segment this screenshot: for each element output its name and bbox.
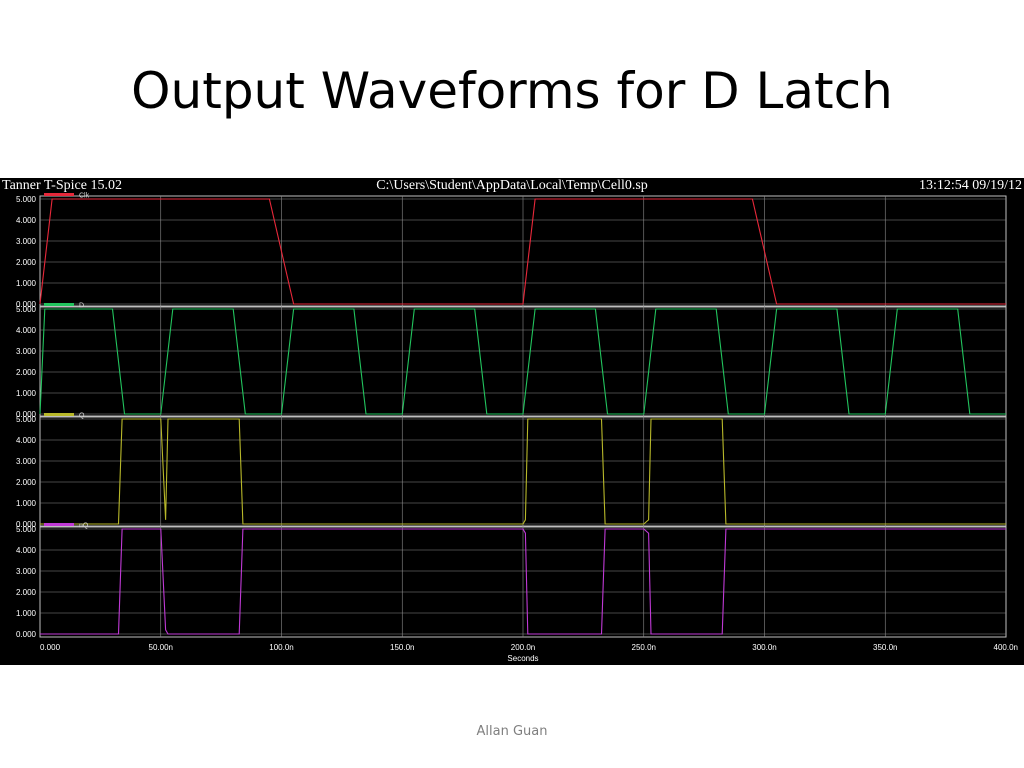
y-tick-label: 0.000 xyxy=(16,630,37,639)
x-tick-label: 400.0n xyxy=(994,643,1018,652)
y-tick-label: 5.000 xyxy=(16,305,37,314)
x-tick-label: 0.000 xyxy=(40,643,61,652)
y-tick-label: 4.000 xyxy=(16,546,37,555)
x-tick-label: 100.0n xyxy=(269,643,293,652)
y-tick-label: 5.000 xyxy=(16,195,37,204)
y-tick-label: 0.000 xyxy=(16,300,37,309)
legend-label-Clk: Clk xyxy=(79,193,90,200)
author-footer: Allan Guan xyxy=(476,724,548,739)
legend-label-Q: Q xyxy=(79,413,85,420)
x-tick-label: 200.0n xyxy=(511,643,535,652)
x-tick-label: 150.0n xyxy=(390,643,414,652)
y-tick-label: 1.000 xyxy=(16,279,37,288)
y-tick-label: 3.000 xyxy=(16,237,37,246)
y-tick-label: 2.000 xyxy=(16,588,37,597)
legend-swatch-nQ xyxy=(44,523,74,526)
y-tick-label: 3.000 xyxy=(16,347,37,356)
y-tick-label: 4.000 xyxy=(16,436,37,445)
y-tick-label: 3.000 xyxy=(16,457,37,466)
y-tick-label: 0.000 xyxy=(16,410,37,419)
y-tick-label: 2.000 xyxy=(16,478,37,487)
series-line-Q xyxy=(40,418,1006,525)
legend-swatch-D xyxy=(44,303,74,306)
y-tick-label: 2.000 xyxy=(16,368,37,377)
app-title: Tanner T-Spice 15.02 xyxy=(2,178,122,193)
y-tick-label: 4.000 xyxy=(16,216,37,225)
timestamp: 13:12:54 09/19/12 xyxy=(918,178,1022,193)
x-axis-label: Seconds xyxy=(507,654,538,663)
y-tick-label: 0.000 xyxy=(16,520,37,529)
y-tick-label: 1.000 xyxy=(16,499,37,508)
y-tick-label: 5.000 xyxy=(16,415,37,424)
series-line-D xyxy=(39,308,1006,415)
legend-label-nQ: nQ xyxy=(79,523,89,530)
legend-label-D: D xyxy=(79,303,84,310)
y-tick-label: 4.000 xyxy=(16,326,37,335)
window-titlebar: Tanner T-Spice 15.02 C:\Users\Student\Ap… xyxy=(0,178,1024,196)
x-tick-label: 250.0n xyxy=(632,643,656,652)
y-tick-label: 3.000 xyxy=(16,567,37,576)
x-tick-label: 300.0n xyxy=(752,643,776,652)
file-path: C:\Users\Student\AppData\Local\Temp\Cell… xyxy=(376,178,648,193)
x-tick-label: 350.0n xyxy=(873,643,897,652)
legend-swatch-Clk xyxy=(44,193,74,196)
y-tick-label: 1.000 xyxy=(16,389,37,398)
x-tick-label: 50.00n xyxy=(149,643,173,652)
y-tick-label: 2.000 xyxy=(16,258,37,267)
tspice-waveform-window: 0.000 1.000 2.000 3.000 4.000 5.000 Clk 0.000 1.… xyxy=(0,178,1024,665)
series-line-nQ xyxy=(40,528,1006,635)
y-tick-label: 5.000 xyxy=(16,525,37,534)
series-line-Clk xyxy=(39,198,1006,305)
waveform-plot: 0.000 1.000 2.000 3.000 4.000 5.000 Clk 0.000 1.… xyxy=(16,193,1018,664)
slide-title: Output Waveforms for D Latch xyxy=(131,62,893,120)
legend-swatch-Q xyxy=(44,413,74,416)
y-tick-label: 1.000 xyxy=(16,609,37,618)
